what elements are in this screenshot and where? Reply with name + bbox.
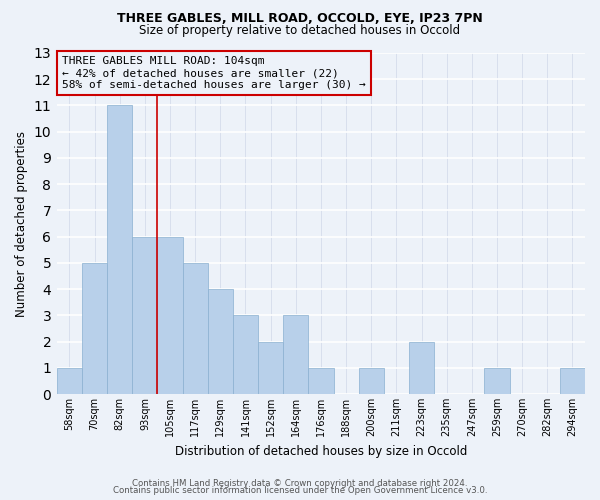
Bar	[233, 316, 258, 394]
Text: Contains HM Land Registry data © Crown copyright and database right 2024.: Contains HM Land Registry data © Crown c…	[132, 478, 468, 488]
Bar	[308, 368, 334, 394]
Y-axis label: Number of detached properties: Number of detached properties	[15, 130, 28, 316]
Bar	[57, 368, 82, 394]
Bar	[182, 263, 208, 394]
Text: THREE GABLES MILL ROAD: 104sqm
← 42% of detached houses are smaller (22)
58% of : THREE GABLES MILL ROAD: 104sqm ← 42% of …	[62, 56, 366, 90]
Bar	[133, 236, 157, 394]
Bar	[283, 316, 308, 394]
Text: Size of property relative to detached houses in Occold: Size of property relative to detached ho…	[139, 24, 461, 37]
Bar	[208, 289, 233, 394]
Bar	[359, 368, 384, 394]
Bar	[484, 368, 509, 394]
Bar	[107, 106, 133, 394]
Bar	[560, 368, 585, 394]
Bar	[157, 236, 182, 394]
Bar	[258, 342, 283, 394]
Bar	[409, 342, 434, 394]
Text: THREE GABLES, MILL ROAD, OCCOLD, EYE, IP23 7PN: THREE GABLES, MILL ROAD, OCCOLD, EYE, IP…	[117, 12, 483, 26]
X-axis label: Distribution of detached houses by size in Occold: Distribution of detached houses by size …	[175, 444, 467, 458]
Bar	[82, 263, 107, 394]
Text: Contains public sector information licensed under the Open Government Licence v3: Contains public sector information licen…	[113, 486, 487, 495]
